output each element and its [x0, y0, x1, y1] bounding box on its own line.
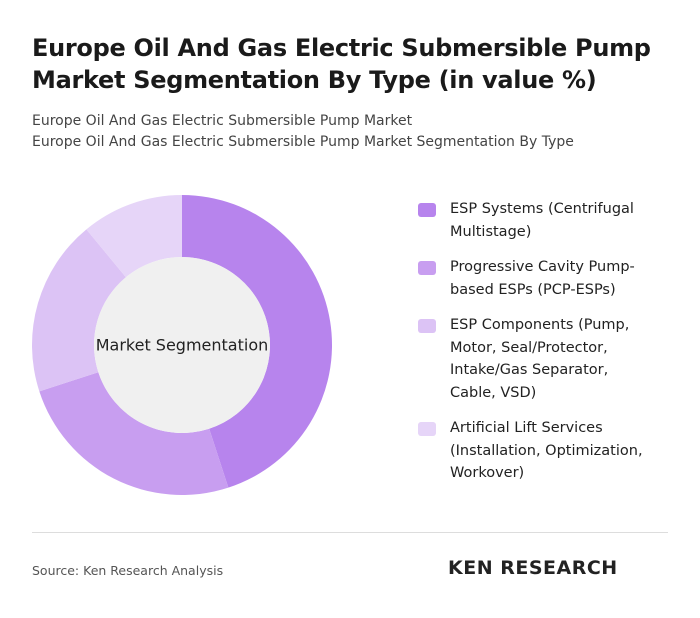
- legend: ESP Systems (Centrifugal Multistage) Prog…: [418, 198, 658, 498]
- legend-label: ESP Components (Pump, Motor, Seal/Protec…: [450, 317, 630, 401]
- legend-swatch: [418, 261, 436, 275]
- legend-item: Progressive Cavity Pump-based ESPs (PCP-…: [418, 256, 658, 301]
- legend-swatch: [418, 319, 436, 333]
- logo: KEN RESEARCH: [448, 557, 618, 579]
- divider: [32, 532, 668, 533]
- legend-label: ESP Systems (Centrifugal Multistage): [450, 201, 634, 240]
- donut-segment: [39, 372, 229, 495]
- donut-hole: [94, 257, 270, 433]
- chart-title: Europe Oil And Gas Electric Submersible …: [32, 34, 651, 94]
- donut-segment: [86, 195, 182, 278]
- donut-chart: Market Segmentation: [32, 195, 333, 495]
- legend-label: Artificial Lift Services (Installation, …: [450, 420, 643, 481]
- legend-item: ESP Components (Pump, Motor, Seal/Protec…: [418, 314, 658, 404]
- subtitle: Europe Oil And Gas Electric Submersible …: [32, 113, 413, 129]
- legend-label: Progressive Cavity Pump-based ESPs (PCP-…: [450, 259, 635, 298]
- source: Source: Ken Research Analysis: [32, 563, 224, 578]
- donut-segment: [182, 195, 333, 488]
- legend-item: Artificial Lift Services (Installation, …: [418, 417, 658, 485]
- legend-item: ESP Systems (Centrifugal Multistage): [418, 198, 658, 243]
- center-label: Market Segmentation: [96, 336, 269, 355]
- donut-segment: [32, 229, 126, 392]
- subtitle: Europe Oil And Gas Electric Submersible …: [32, 134, 574, 150]
- legend-swatch: [418, 422, 436, 436]
- legend-swatch: [418, 203, 436, 217]
